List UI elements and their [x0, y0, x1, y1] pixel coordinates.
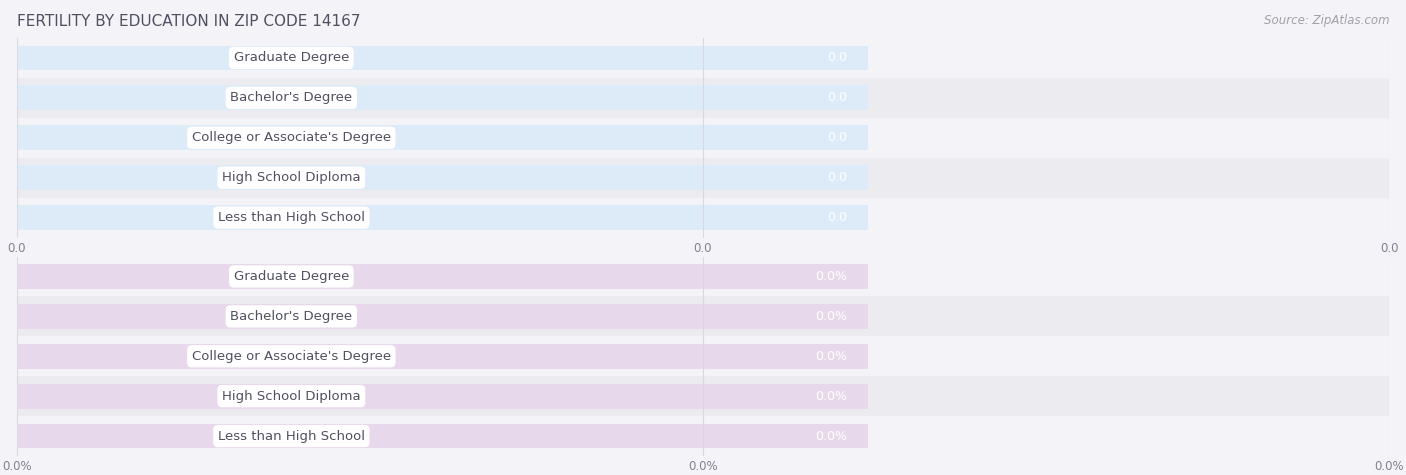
Bar [17, 118, 1389, 158]
Bar [17, 158, 1389, 198]
Text: FERTILITY BY EDUCATION IN ZIP CODE 14167: FERTILITY BY EDUCATION IN ZIP CODE 14167 [17, 14, 360, 29]
Bar [17, 304, 868, 329]
Bar [17, 416, 1389, 456]
Bar [17, 125, 868, 150]
Bar [17, 336, 1389, 376]
Text: 0.0: 0.0 [827, 131, 846, 144]
Text: Graduate Degree: Graduate Degree [233, 270, 349, 283]
Bar [17, 86, 868, 110]
Text: 0.0: 0.0 [827, 171, 846, 184]
Text: 0.0: 0.0 [827, 211, 846, 224]
Bar [17, 384, 868, 408]
Bar [17, 46, 868, 70]
Text: College or Associate's Degree: College or Associate's Degree [191, 131, 391, 144]
Text: Bachelor's Degree: Bachelor's Degree [231, 310, 353, 323]
Text: High School Diploma: High School Diploma [222, 171, 360, 184]
Bar [17, 38, 1389, 78]
Bar [17, 424, 868, 448]
Text: 0.0: 0.0 [827, 51, 846, 65]
Text: 0.0%: 0.0% [815, 429, 846, 443]
Bar [17, 264, 868, 289]
Text: College or Associate's Degree: College or Associate's Degree [191, 350, 391, 363]
Text: Bachelor's Degree: Bachelor's Degree [231, 91, 353, 104]
Text: 0.0%: 0.0% [815, 390, 846, 403]
Bar [17, 296, 1389, 336]
Bar [17, 256, 1389, 296]
Text: Less than High School: Less than High School [218, 429, 364, 443]
Bar [17, 205, 868, 230]
Bar [17, 165, 868, 190]
Bar [17, 344, 868, 369]
Text: Source: ZipAtlas.com: Source: ZipAtlas.com [1264, 14, 1389, 27]
Text: 0.0%: 0.0% [815, 350, 846, 363]
Text: 0.0%: 0.0% [815, 270, 846, 283]
Text: High School Diploma: High School Diploma [222, 390, 360, 403]
Bar [17, 78, 1389, 118]
Bar [17, 376, 1389, 416]
Text: 0.0%: 0.0% [815, 310, 846, 323]
Text: Graduate Degree: Graduate Degree [233, 51, 349, 65]
Text: 0.0: 0.0 [827, 91, 846, 104]
Bar [17, 198, 1389, 238]
Text: Less than High School: Less than High School [218, 211, 364, 224]
